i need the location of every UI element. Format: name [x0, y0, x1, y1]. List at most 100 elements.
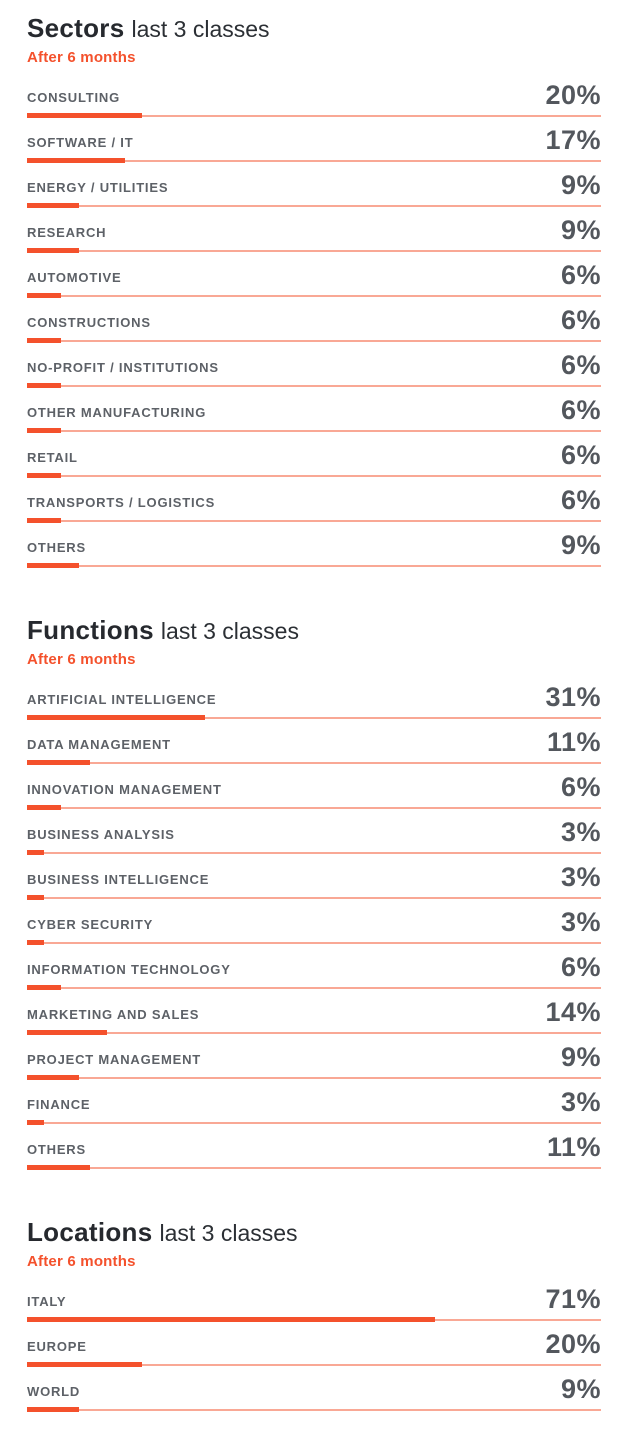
value-label: 6%	[560, 395, 601, 425]
bar	[27, 158, 601, 163]
bar	[27, 518, 601, 523]
bar-fill	[27, 158, 125, 163]
bar-row: FINANCE 3%	[27, 1080, 601, 1125]
bar-row: SOFTWARE / IT 17%	[27, 118, 601, 163]
bar-track	[27, 896, 601, 899]
row-header: BUSINESS INTELLIGENCE 3%	[27, 863, 601, 891]
bar-row: ITALY 71%	[27, 1277, 601, 1322]
category-label: CONSULTING	[27, 90, 120, 105]
bar-track	[27, 986, 601, 989]
row-header: ARTIFICIAL INTELLIGENCE 31%	[27, 683, 601, 711]
value-label: 20%	[545, 1329, 601, 1359]
category-label: RETAIL	[27, 450, 78, 465]
bar-row: WORLD 9%	[27, 1367, 601, 1412]
section-heading: Locations last 3 classes	[27, 1216, 601, 1250]
bar-track	[27, 806, 601, 809]
bar-fill	[27, 473, 62, 478]
section-title: Sectors	[27, 13, 125, 43]
category-label: RESEARCH	[27, 225, 107, 240]
category-label: EUROPE	[27, 1339, 87, 1354]
row-header: ITALY 71%	[27, 1285, 601, 1313]
bar-row: PROJECT MANAGEMENT 9%	[27, 1035, 601, 1080]
bar	[27, 985, 601, 990]
bar-track	[27, 1031, 601, 1034]
row-header: ENERGY / UTILITIES 9%	[27, 171, 601, 199]
category-label: WORLD	[27, 1384, 81, 1399]
chart-section: Functions last 3 classes After 6 months A…	[27, 614, 601, 1170]
category-label: MARKETING AND SALES	[27, 1007, 200, 1022]
bar	[27, 1362, 601, 1367]
bar-fill	[27, 428, 62, 433]
bar-track	[27, 1408, 601, 1411]
category-label: FINANCE	[27, 1097, 91, 1112]
row-header: FINANCE 3%	[27, 1088, 601, 1116]
bar-fill	[27, 1407, 79, 1412]
row-header: RESEARCH 9%	[27, 216, 601, 244]
section-title-suffix: last 3 classes	[131, 16, 270, 42]
value-label: 3%	[560, 1087, 601, 1117]
bar-row: INFORMATION TECHNOLOGY 6%	[27, 945, 601, 990]
value-label: 6%	[560, 952, 601, 982]
row-header: SOFTWARE / IT 17%	[27, 126, 601, 154]
bar	[27, 760, 601, 765]
category-label: PROJECT MANAGEMENT	[27, 1052, 202, 1067]
row-header: OTHERS 9%	[27, 531, 601, 559]
bar-fill	[27, 293, 62, 298]
bar	[27, 113, 601, 118]
bar	[27, 1120, 601, 1125]
bar-fill	[27, 940, 45, 945]
bar-row: ARTIFICIAL INTELLIGENCE 31%	[27, 675, 601, 720]
bar	[27, 473, 601, 478]
row-header: PROJECT MANAGEMENT 9%	[27, 1043, 601, 1071]
value-label: 9%	[560, 170, 601, 200]
bar-fill	[27, 338, 62, 343]
category-label: OTHERS	[27, 1142, 86, 1157]
bar	[27, 1030, 601, 1035]
bar-fill	[27, 805, 62, 810]
row-header: BUSINESS ANALYSIS 3%	[27, 818, 601, 846]
category-label: ITALY	[27, 1294, 67, 1309]
section-heading: Functions last 3 classes	[27, 614, 601, 648]
bar-rows: CONSULTING 20% SOFTWARE / IT 17% ENERGY …	[27, 73, 601, 568]
bar-row: CONSTRUCTIONS 6%	[27, 298, 601, 343]
value-label: 9%	[560, 530, 601, 560]
category-label: SOFTWARE / IT	[27, 135, 134, 150]
bar-fill	[27, 1075, 79, 1080]
value-label: 3%	[560, 817, 601, 847]
bar	[27, 293, 601, 298]
bar-row: TRANSPORTS / LOGISTICS 6%	[27, 478, 601, 523]
bar-track	[27, 716, 601, 719]
bar-fill	[27, 1165, 91, 1170]
bar-track	[27, 384, 601, 387]
section-subtitle: After 6 months	[27, 651, 136, 668]
value-label: 11%	[546, 727, 601, 757]
bar-track	[27, 1166, 601, 1169]
bar	[27, 895, 601, 900]
row-header: INFORMATION TECHNOLOGY 6%	[27, 953, 601, 981]
bar-fill	[27, 895, 45, 900]
value-label: 9%	[560, 1374, 601, 1404]
row-header: OTHER MANUFACTURING 6%	[27, 396, 601, 424]
value-label: 6%	[560, 772, 601, 802]
bar-fill	[27, 1120, 45, 1125]
bar-track	[27, 1121, 601, 1124]
bar-track	[27, 519, 601, 522]
bar-fill	[27, 1362, 142, 1367]
bar	[27, 338, 601, 343]
value-label: 6%	[560, 260, 601, 290]
category-label: OTHERS	[27, 540, 86, 555]
row-header: CONSTRUCTIONS 6%	[27, 306, 601, 334]
value-label: 9%	[560, 1042, 601, 1072]
sections-root: Sectors last 3 classes After 6 months CON…	[27, 12, 601, 1412]
bar-track	[27, 851, 601, 854]
value-label: 3%	[560, 907, 601, 937]
section-title-suffix: last 3 classes	[160, 618, 299, 644]
section-subtitle: After 6 months	[27, 1253, 136, 1270]
bar-row: EUROPE 20%	[27, 1322, 601, 1367]
bar-row: MARKETING AND SALES 14%	[27, 990, 601, 1035]
category-label: OTHER MANUFACTURING	[27, 405, 207, 420]
bar-row: CONSULTING 20%	[27, 73, 601, 118]
section-heading: Sectors last 3 classes	[27, 12, 601, 46]
bar-row: RESEARCH 9%	[27, 208, 601, 253]
